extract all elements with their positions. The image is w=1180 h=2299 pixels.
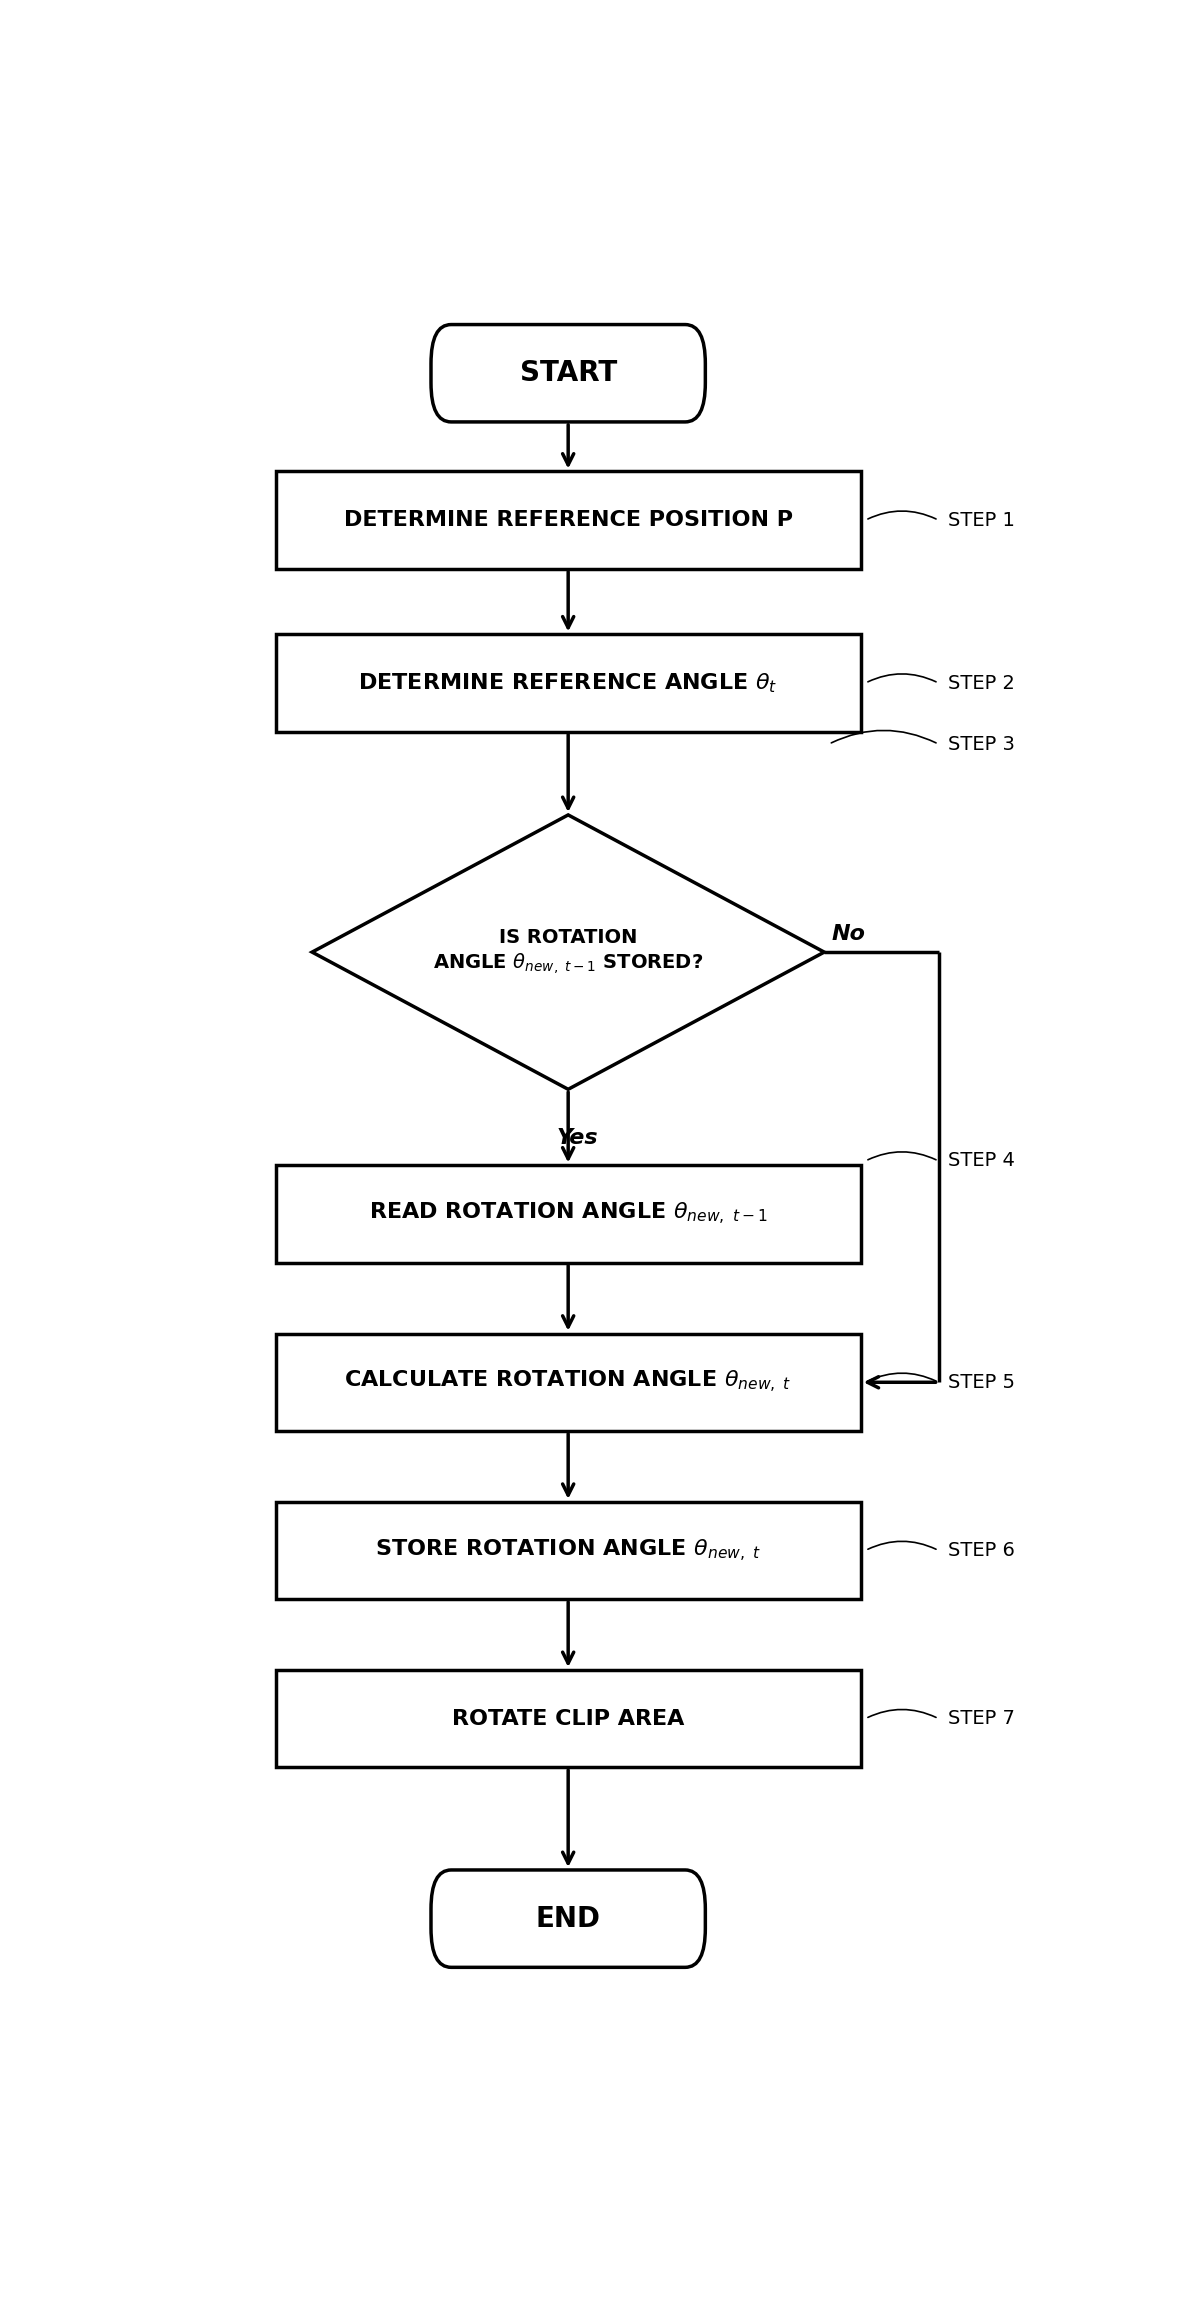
Text: ROTATE CLIP AREA: ROTATE CLIP AREA [452,1708,684,1729]
Bar [275,1166,860,1262]
FancyBboxPatch shape [431,1869,706,1968]
Text: STEP 7: STEP 7 [948,1708,1015,1729]
Text: IS ROTATION
ANGLE $\theta_{new,\ t-1}$ STORED?: IS ROTATION ANGLE $\theta_{new,\ t-1}$ S… [433,929,703,975]
Text: STORE ROTATION ANGLE $\theta_{new,\ t}$: STORE ROTATION ANGLE $\theta_{new,\ t}$ [375,1538,761,1563]
Text: END: END [536,1904,601,1933]
Text: STEP 5: STEP 5 [948,1373,1015,1391]
Text: STEP 2: STEP 2 [948,674,1015,692]
Text: READ ROTATION ANGLE $\theta_{new,\ t-1}$: READ ROTATION ANGLE $\theta_{new,\ t-1}$ [369,1200,767,1228]
FancyBboxPatch shape [431,324,706,423]
Polygon shape [312,814,824,1090]
Text: DETERMINE REFERENCE POSITION P: DETERMINE REFERENCE POSITION P [343,510,793,531]
Text: No: No [832,924,865,945]
Text: Yes: Yes [557,1129,598,1147]
Bar [275,1501,860,1600]
Bar [275,1669,860,1768]
Text: STEP 4: STEP 4 [948,1152,1015,1170]
Text: STEP 1: STEP 1 [948,510,1015,529]
Text: STEP 3: STEP 3 [948,736,1015,754]
Text: START: START [519,359,617,386]
Bar [275,471,860,568]
Text: CALCULATE ROTATION ANGLE $\theta_{new,\ t}$: CALCULATE ROTATION ANGLE $\theta_{new,\ … [345,1370,792,1395]
Text: STEP 6: STEP 6 [948,1540,1015,1561]
Text: DETERMINE REFERENCE ANGLE $\theta_t$: DETERMINE REFERENCE ANGLE $\theta_t$ [359,671,778,694]
Bar [275,1333,860,1430]
Bar [275,635,860,731]
